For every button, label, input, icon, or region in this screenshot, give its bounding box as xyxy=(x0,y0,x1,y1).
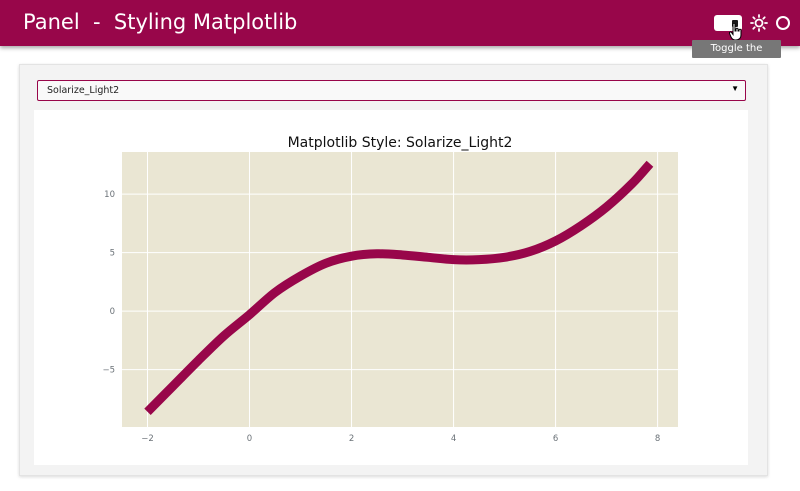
data-line xyxy=(144,160,654,415)
chevron-down-icon: ▼ xyxy=(731,84,739,93)
y-tick-label: −5 xyxy=(102,366,115,376)
y-tick-label: 10 xyxy=(104,190,115,200)
x-tick-label: 6 xyxy=(553,434,558,444)
app-header: Panel - Styling Matplotlib xyxy=(0,0,800,46)
circle-icon[interactable] xyxy=(775,15,791,31)
grid-lines xyxy=(122,152,678,427)
style-select[interactable]: Solarize_Light2 ▼ xyxy=(37,80,746,101)
matplotlib-chart: Matplotlib Style: Solarize_Light2 −2 0 2 4 6… xyxy=(102,135,678,444)
app-title: Panel - Styling Matplotlib xyxy=(23,10,298,34)
plot-background xyxy=(122,152,678,427)
data-series xyxy=(144,160,654,415)
toggle-theme-tooltip: Toggle the Theme xyxy=(692,40,781,72)
y-tick-label: 5 xyxy=(110,249,115,259)
select-value: Solarize_Light2 xyxy=(47,85,120,96)
chart-title: Matplotlib Style: Solarize_Light2 xyxy=(288,135,513,151)
x-tick-label: 2 xyxy=(349,434,354,444)
x-tick-label: 8 xyxy=(655,434,660,444)
x-tick-label: −2 xyxy=(141,434,154,444)
x-tick-label: 0 xyxy=(247,434,252,444)
y-tick-label: 0 xyxy=(110,307,115,317)
x-tick-label: 4 xyxy=(451,434,456,444)
axis-ticks: −2 0 2 4 6 8 −5 0 5 10 xyxy=(102,190,660,444)
plot-pane: Matplotlib Style: Solarize_Light2 −2 0 2 4 6… xyxy=(34,110,748,465)
sun-icon[interactable] xyxy=(750,14,768,32)
hand-cursor-icon xyxy=(729,23,742,41)
